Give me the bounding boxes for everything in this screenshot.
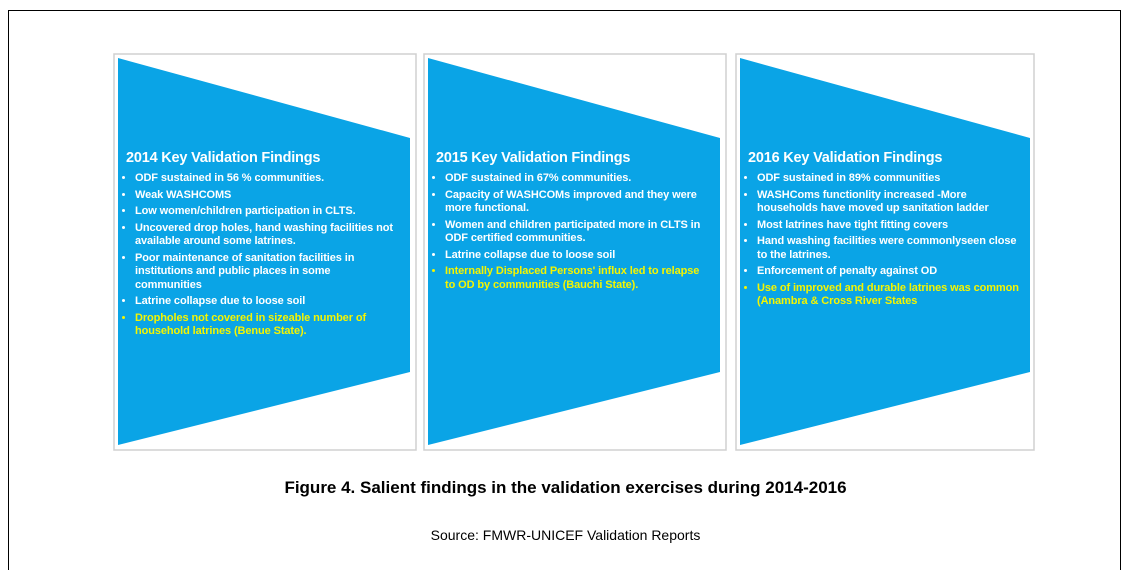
finding-panel: 2016 Key Validation Findings ODF sustaine…	[748, 150, 1020, 312]
bullet: Uncovered drop holes, hand washing facil…	[135, 222, 398, 249]
bullet: Weak WASHCOMS	[135, 189, 398, 203]
bullet: Poor maintenance of sanitation facilitie…	[135, 252, 398, 293]
figure-caption: Figure 4. Salient findings in the valida…	[284, 478, 847, 497]
bullet: Hand washing facilities were commonlysee…	[757, 235, 1020, 262]
bullet-list: ODF sustained in 56 % communities. Weak W…	[126, 172, 398, 339]
bullet: ODF sustained in 56 % communities.	[135, 172, 398, 186]
panel-title: 2015 Key Validation Findings	[436, 150, 631, 166]
bullet: Latrine collapse due to loose soil	[445, 249, 708, 263]
finding-panel: 2014 Key Validation Findings ODF sustaine…	[126, 150, 398, 342]
panel-title: 2014 Key Validation Findings	[126, 150, 321, 166]
panel-shape	[740, 58, 1030, 445]
source-note: Source: FMWR-UNICEF Validation Reports	[430, 527, 701, 543]
panel-frame	[423, 53, 727, 451]
bullet: Enforcement of penalty against OD	[757, 265, 1020, 279]
bullet: Most latrines have tight fitting covers	[757, 219, 1020, 233]
panel-frame	[735, 53, 1035, 451]
bullet: ODF sustained in 89% communities	[757, 172, 1020, 186]
bullet: Low women/children participation in CLTS…	[135, 205, 398, 219]
panel-shape	[118, 58, 410, 445]
panel-title: 2016 Key Validation Findings	[748, 150, 943, 166]
bullet: Capacity of WASHCOMs improved and they w…	[445, 189, 708, 216]
bullet: WASHComs functionlity increased -More ho…	[757, 189, 1020, 216]
highlighted-bullet: Use of improved and durable latrines was…	[757, 282, 1020, 309]
bullet-list: ODF sustained in 89% communities WASHComs…	[748, 172, 1020, 309]
bullet: Women and children participated more in …	[445, 219, 708, 246]
highlighted-bullet: Dropholes not covered in sizeable number…	[135, 312, 398, 339]
bullet: ODF sustained in 67% communities.	[445, 172, 708, 186]
page-frame	[8, 10, 1121, 570]
bullet: Latrine collapse due to loose soil	[135, 295, 398, 309]
panel-frame	[113, 53, 417, 451]
finding-panel: 2015 Key Validation Findings ODF sustaine…	[436, 150, 708, 295]
bullet-list: ODF sustained in 67% communities. Capacit…	[436, 172, 708, 292]
panel-shape	[428, 58, 720, 445]
highlighted-bullet: Internally Displaced Persons' influx led…	[445, 265, 708, 292]
